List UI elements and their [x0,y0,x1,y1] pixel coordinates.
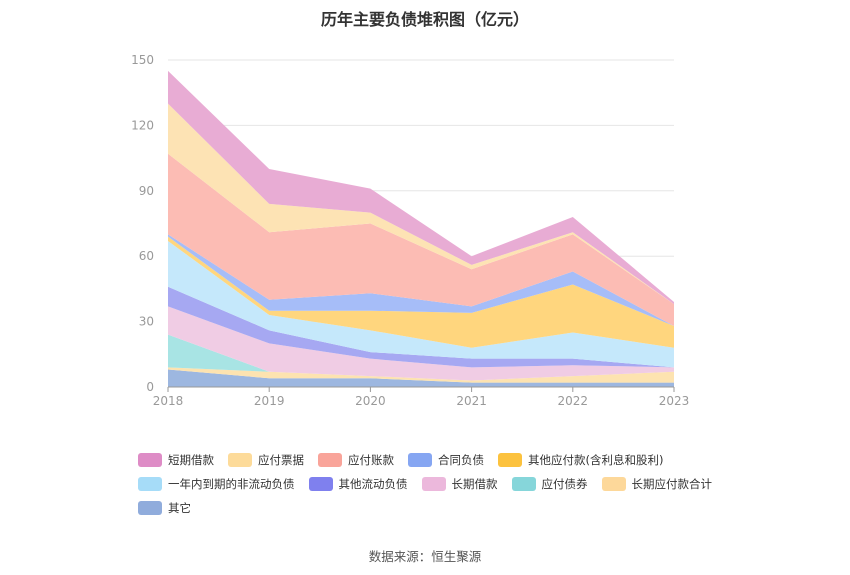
y-tick-label: 150 [131,53,154,67]
chart-title: 历年主要负债堆积图（亿元） [320,10,529,29]
legend-item-other-payables[interactable]: 其他应付款(含利息和股利) [498,452,663,468]
legend-label: 长期借款 [451,477,498,491]
legend-item-notes-payable[interactable]: 应付票据 [228,452,304,468]
legend: 短期借款 应付票据 应付账款 合同负债 其他应付款(含利息和股利) 一年内到期的… [138,448,778,520]
legend-label: 应付债券 [541,477,588,491]
area-series-5 [168,240,674,368]
legend-label: 其他应付款(含利息和股利) [528,453,664,467]
legend-row-3: 其它 [138,496,778,520]
legend-item-long-term-payables[interactable]: 长期应付款合计 [601,476,713,492]
legend-swatch [318,453,342,467]
stacked-area-chart: 0 30 60 90 120 150 2018 2019 2020 2021 2022 2023 [131,53,689,408]
area-series-7 [168,234,674,326]
area-series [168,70,674,387]
area-series-8 [168,153,674,326]
legend-label: 合同负债 [438,453,484,467]
legend-item-bonds-payable[interactable]: 应付债券 [511,476,588,492]
legend-item-accounts-payable[interactable]: 应付账款 [318,452,394,468]
y-tick-label: 90 [139,184,154,198]
legend-label: 短期借款 [168,453,214,467]
legend-label: 其他流动负债 [338,477,408,491]
legend-swatch [498,453,522,467]
y-tick-label: 60 [139,249,154,263]
area-series-6 [168,236,674,348]
legend-swatch [138,453,162,467]
legend-swatch [308,477,333,491]
legend-row-1: 短期借款 应付票据 应付账款 合同负债 其他应付款(含利息和股利) [138,448,778,472]
legend-item-contract-liabilities[interactable]: 合同负债 [408,452,484,468]
area-series-10 [168,70,674,305]
legend-swatch [228,453,252,467]
legend-label: 其它 [168,501,191,515]
legend-swatch [138,501,162,515]
x-tick-label: 2019 [254,394,285,408]
legend-label: 长期应付款合计 [631,477,713,491]
x-tick-label: 2020 [355,394,386,408]
legend-swatch [511,477,536,491]
legend-label: 一年内到期的非流动负债 [168,477,295,491]
y-tick-label: 30 [139,315,154,329]
legend-item-other[interactable]: 其它 [138,500,191,516]
legend-swatch [138,477,162,491]
y-tick-label: 0 [146,380,154,394]
x-tick-label: 2022 [558,394,589,408]
legend-item-long-term-loans[interactable]: 长期借款 [421,476,498,492]
y-tick-label: 120 [131,118,154,132]
area-series-1 [168,367,674,383]
area-series-3 [168,306,674,381]
x-tick-label: 2023 [659,394,690,408]
axes: 0 30 60 90 120 150 2018 2019 2020 2021 2022 2023 [131,53,689,408]
x-tick-label: 2021 [456,394,487,408]
legend-item-current-portion-noncurrent[interactable]: 一年内到期的非流动负债 [138,476,295,492]
data-source-note: 数据来源：恒生聚源 [368,549,482,564]
legend-label: 应付票据 [258,453,304,467]
legend-item-short-term-loans[interactable]: 短期借款 [138,452,214,468]
legend-row-2: 一年内到期的非流动负债 其他流动负债 长期借款 应付债券 长期应付款合计 [138,472,778,496]
legend-label: 应付账款 [348,453,394,467]
legend-swatch [408,453,432,467]
legend-swatch [601,477,626,491]
legend-swatch [421,477,446,491]
legend-item-other-current-liabilities[interactable]: 其他流动负债 [308,476,408,492]
x-tick-label: 2018 [153,394,184,408]
